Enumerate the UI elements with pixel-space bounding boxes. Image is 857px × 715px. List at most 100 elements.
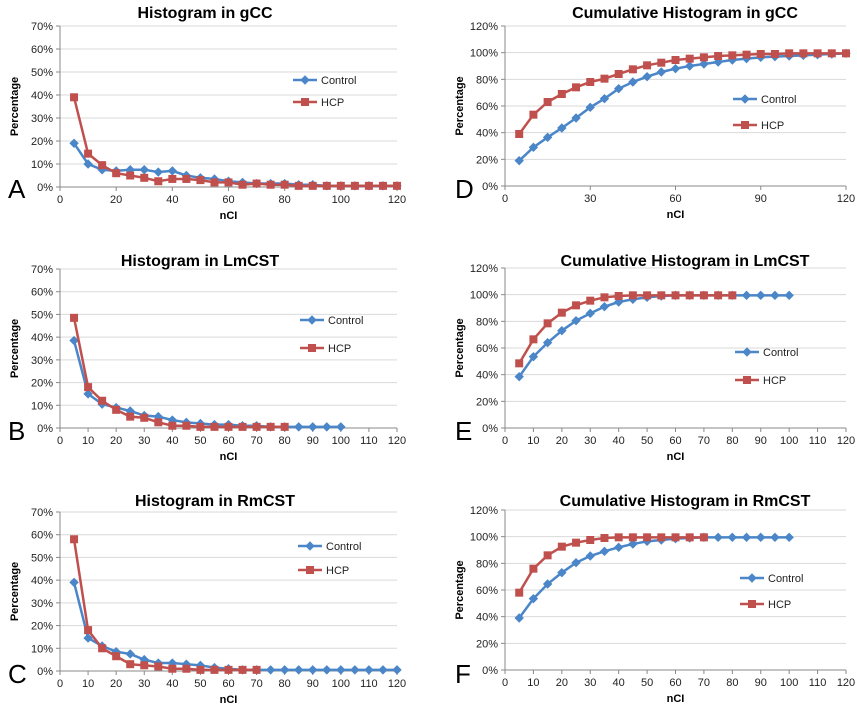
legend-marker-control [300, 75, 310, 85]
panel-letter: B [8, 416, 25, 446]
data-point-hcp [614, 292, 623, 300]
x-tick-label: 30 [584, 193, 596, 205]
y-tick-label: 60% [476, 343, 498, 355]
x-tick-label: 80 [279, 194, 291, 206]
y-tick-label: 10% [31, 643, 53, 655]
chart-title: Histogram in gCC [137, 5, 273, 22]
y-tick-label: 60% [31, 287, 53, 299]
data-point-hcp [785, 49, 794, 58]
legend-label-control: Control [328, 315, 363, 327]
x-tick-label: 20 [556, 435, 568, 447]
y-tick-label: 80% [476, 74, 498, 86]
data-point-control [69, 577, 79, 588]
x-tick-label: 20 [110, 435, 122, 447]
data-point-control [642, 71, 652, 82]
x-tick-label: 110 [360, 435, 378, 447]
data-point-hcp [168, 174, 177, 183]
data-point-control [613, 542, 624, 553]
chart-panel-a: 0% 10% 20% 30% 40% 50% 60% 70% 0 20 40 60 80 100 120 Hi… [8, 5, 406, 222]
x-tick-label: 60 [669, 677, 681, 689]
data-point-hcp [728, 291, 737, 300]
data-point-control [741, 532, 752, 543]
x-tick-label: 60 [669, 435, 681, 447]
legend-label-control: Control [768, 573, 803, 585]
x-tick-label: 20 [556, 677, 568, 689]
data-point-hcp [628, 533, 637, 542]
x-tick-label: 50 [194, 678, 206, 690]
x-tick-label: 120 [837, 435, 855, 447]
data-point-hcp [84, 383, 93, 392]
y-tick-label: 60% [31, 44, 53, 56]
y-tick-label: 120% [470, 263, 498, 275]
legend-marker-control [740, 94, 750, 104]
y-tick-label: 10% [31, 159, 53, 171]
data-point-hcp [140, 173, 149, 182]
data-point-hcp [224, 665, 233, 674]
y-tick-label: 40% [31, 332, 53, 344]
data-point-hcp [168, 421, 177, 430]
data-point-hcp [714, 291, 723, 300]
x-tick-label: 40 [166, 194, 178, 206]
data-point-hcp [336, 181, 345, 190]
data-point-hcp [714, 52, 723, 60]
data-point-hcp [182, 421, 191, 430]
data-point-hcp [140, 661, 149, 670]
data-point-control [83, 159, 93, 169]
data-point-hcp [529, 335, 538, 344]
data-point-hcp [685, 54, 694, 63]
x-tick-label: 110 [809, 677, 827, 689]
data-point-control [727, 532, 738, 543]
data-point-control [656, 67, 666, 77]
x-tick-label: 120 [837, 677, 855, 689]
y-tick-label: 30% [31, 113, 53, 125]
x-tick-label: 110 [809, 435, 827, 447]
panel-letter: D [455, 174, 474, 204]
chart-title: Cumulative Histogram in LmCST [561, 253, 810, 270]
y-tick-label: 20% [31, 136, 53, 148]
x-tick-label: 50 [641, 435, 653, 447]
data-point-control [514, 155, 524, 166]
data-point-hcp [182, 174, 191, 183]
data-point-control [528, 142, 539, 153]
panel-letter: A [8, 174, 26, 204]
data-point-hcp [657, 291, 666, 300]
x-tick-label: 30 [138, 435, 150, 447]
data-point-hcp [628, 65, 637, 74]
y-tick-label: 0% [482, 423, 498, 435]
legend-label-hcp: HCP [328, 343, 351, 355]
data-point-hcp [182, 664, 191, 673]
x-tick-label: 40 [166, 435, 178, 447]
legend-label-hcp: HCP [326, 565, 349, 577]
data-point-control [167, 166, 178, 176]
chart-title: Cumulative Histogram in gCC [572, 5, 798, 22]
legend-marker-control [742, 347, 752, 357]
panel-letter: E [455, 416, 472, 446]
chart-title: Cumulative Histogram in RmCST [560, 493, 811, 510]
x-tick-label: 0 [57, 435, 63, 447]
y-tick-label: 120% [470, 505, 498, 517]
x-tick-label: 30 [584, 677, 596, 689]
data-point-control [599, 93, 610, 104]
data-point-hcp [224, 422, 233, 431]
x-tick-label: 0 [502, 435, 508, 447]
x-axis-label: nCI [220, 451, 238, 463]
data-point-control [784, 290, 794, 301]
data-point-control [322, 665, 332, 675]
series-line-hcp [72, 317, 285, 429]
legend-label-hcp: HCP [321, 97, 344, 109]
data-point-control [125, 649, 135, 659]
data-point-control [542, 337, 553, 348]
x-tick-label: 100 [780, 677, 798, 689]
y-tick-label: 0% [37, 666, 53, 678]
x-tick-label: 40 [613, 435, 625, 447]
data-point-hcp [657, 58, 666, 67]
data-point-hcp [252, 179, 261, 188]
chart-panel-c: 0% 10% 20% 30% 40% 50% 60% 70% 0 10 20 30 40 50 60 70 80… [8, 493, 406, 706]
data-point-hcp [671, 56, 680, 64]
legend-label-control: Control [321, 75, 356, 87]
data-point-control [613, 83, 624, 94]
data-point-hcp [600, 293, 609, 302]
chart-title: Histogram in RmCST [135, 493, 295, 510]
data-point-hcp [671, 533, 680, 542]
data-point-hcp [98, 161, 107, 170]
